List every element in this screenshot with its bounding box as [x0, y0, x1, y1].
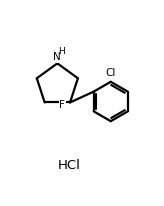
Text: N: N [53, 52, 61, 62]
Text: H: H [58, 47, 65, 56]
Text: HCl: HCl [57, 159, 80, 172]
Text: Cl: Cl [106, 68, 116, 78]
Text: F: F [59, 100, 65, 110]
